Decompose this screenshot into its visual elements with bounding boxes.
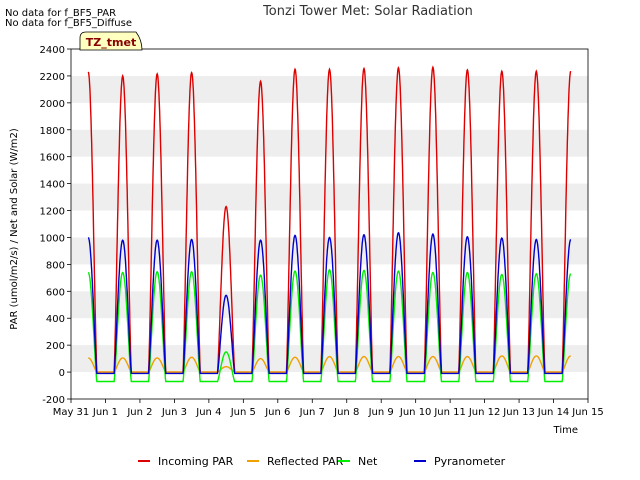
x-tick-label: Jun 1 [92,407,118,418]
plot-frame [70,48,589,400]
series-line-incoming-par [87,65,572,373]
no-data-note-par: No data for f_BF5_PAR [5,8,117,19]
no-data-note-diffuse: No data for f_BF5_Diffuse [5,18,132,29]
series-line-net [87,268,572,383]
x-tick-label: Jun 15 [571,407,604,418]
legend-label: Incoming PAR [158,455,234,468]
series-line-pyranometer [87,231,572,375]
series-layer [87,65,572,383]
x-tick-label: Jun 11 [433,407,466,418]
x-axis-label: Time [553,425,578,436]
x-tick-label: Jun 12 [468,407,501,418]
x-tick-label: Jun 2 [126,407,152,418]
y-tick-label: 1200 [40,207,65,218]
y-tick-label: 600 [46,287,65,298]
x-tick-label: Jun 13 [502,407,535,418]
y-tick-label: 2000 [40,99,65,110]
chart-title: Tonzi Tower Met: Solar Radiation [262,4,473,19]
legend-label: Net [358,455,378,468]
x-tick-label: Jun 9 [368,407,394,418]
grid-band [71,75,588,103]
x-tick-label: Jun 6 [264,407,290,418]
y-tick-label: 1400 [40,180,65,191]
y-axis: -200 0 200 400 600 800 1000 1200 1400 1600 1800 200… [40,45,71,406]
y-tick-label: 0 [59,368,65,379]
y-tick-label: 1800 [40,126,65,137]
y-tick-label: 1600 [40,153,65,164]
legend: Incoming PAR Reflected PAR Net Pyranometer [138,455,506,468]
x-axis: May 31 Jun 1 Jun 2 Jun 3 Jun 4 Jun 5 Jun 6 Jun … [53,399,604,418]
legend-label: Pyranometer [434,455,506,468]
x-tick-label: Jun 7 [299,407,325,418]
x-tick-label: Jun 10 [399,407,432,418]
series-line-reflected-par [88,355,571,373]
grid-band [71,183,588,211]
badge: TZ_tmet [79,31,143,51]
grid-band [71,237,588,265]
y-tick-label: 1000 [40,233,65,244]
badge-label: TZ_tmet [86,36,136,49]
y-tick-label: 200 [46,341,65,352]
x-tick-label: Jun 14 [537,407,570,418]
grid-bands [71,75,588,373]
x-tick-label: Jun 4 [195,407,221,418]
y-tick-label: -200 [42,395,65,406]
y-tick-label: 2400 [40,45,65,56]
legend-label: Reflected PAR [267,455,344,468]
y-tick-label: 400 [46,314,65,325]
y-axis-label: PAR (umol/m2/s) / Net and Solar (W/m2) [9,128,20,330]
x-tick-label: Jun 3 [161,407,187,418]
x-tick-label: Jun 5 [230,407,256,418]
grid-band [71,129,588,157]
y-tick-label: 800 [46,260,65,271]
y-tick-label: 2200 [40,72,65,83]
x-tick-label: Jun 8 [333,407,359,418]
x-tick-label: May 31 [53,407,90,418]
grid-band [71,291,588,319]
